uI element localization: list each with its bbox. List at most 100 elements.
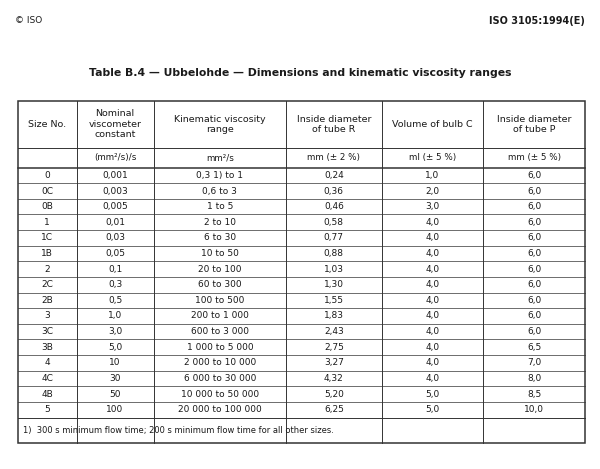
Text: 3C: 3C: [41, 327, 53, 336]
Text: Kinematic viscosity
range: Kinematic viscosity range: [174, 114, 266, 134]
Text: 6,0: 6,0: [527, 202, 541, 211]
Text: 5,0: 5,0: [108, 343, 122, 352]
Text: 3,27: 3,27: [324, 358, 344, 367]
Text: 4,0: 4,0: [425, 327, 440, 336]
Text: 8,5: 8,5: [527, 390, 541, 399]
Text: 6,0: 6,0: [527, 296, 541, 305]
Text: ISO 3105:1994(E): ISO 3105:1994(E): [489, 16, 585, 26]
Text: 2,43: 2,43: [324, 327, 344, 336]
Text: 0,1: 0,1: [108, 265, 122, 273]
Text: 20 000 to 100 000: 20 000 to 100 000: [178, 405, 262, 414]
Text: 0C: 0C: [41, 187, 53, 196]
Text: 4,0: 4,0: [425, 311, 440, 320]
Text: 0,5: 0,5: [108, 296, 122, 305]
Text: 1,0: 1,0: [108, 311, 122, 320]
Text: 6,0: 6,0: [527, 171, 541, 180]
Text: 4,0: 4,0: [425, 218, 440, 227]
Text: 4: 4: [44, 358, 50, 367]
Text: 0,46: 0,46: [324, 202, 344, 211]
Text: 2 to 10: 2 to 10: [204, 218, 236, 227]
Text: 3B: 3B: [41, 343, 53, 352]
Text: 3: 3: [44, 311, 50, 320]
Text: 1: 1: [44, 218, 50, 227]
Text: 6,25: 6,25: [324, 405, 344, 414]
Text: 4B: 4B: [41, 390, 53, 399]
Text: 0,6 to 3: 0,6 to 3: [202, 187, 237, 196]
Text: 4,0: 4,0: [425, 234, 440, 242]
Text: 10,0: 10,0: [524, 405, 544, 414]
Text: ml (± 5 %): ml (± 5 %): [409, 153, 456, 162]
Text: 0,003: 0,003: [102, 187, 128, 196]
Text: 1,30: 1,30: [324, 280, 344, 289]
Text: 100: 100: [106, 405, 124, 414]
Text: 0: 0: [44, 171, 50, 180]
Text: (mm²/s)/s: (mm²/s)/s: [94, 153, 136, 162]
Text: 10 to 50: 10 to 50: [201, 249, 239, 258]
Text: 4,0: 4,0: [425, 280, 440, 289]
Text: 1,0: 1,0: [425, 171, 440, 180]
Text: 5: 5: [44, 405, 50, 414]
Text: 0,03: 0,03: [105, 234, 125, 242]
Text: 0,58: 0,58: [324, 218, 344, 227]
Text: 2: 2: [44, 265, 50, 273]
Text: Size No.: Size No.: [28, 120, 67, 129]
Text: 7,0: 7,0: [527, 358, 541, 367]
Text: 2,0: 2,0: [425, 187, 440, 196]
Text: Inside diameter
of tube P: Inside diameter of tube P: [497, 114, 571, 134]
Text: 0,001: 0,001: [102, 171, 128, 180]
Text: 6 000 to 30 000: 6 000 to 30 000: [184, 374, 256, 383]
Text: 600 to 3 000: 600 to 3 000: [191, 327, 249, 336]
Text: 0,3 1) to 1: 0,3 1) to 1: [196, 171, 244, 180]
Text: 0,01: 0,01: [105, 218, 125, 227]
Text: mm²/s: mm²/s: [206, 153, 234, 162]
Text: 1 000 to 5 000: 1 000 to 5 000: [187, 343, 253, 352]
Text: 10 000 to 50 000: 10 000 to 50 000: [181, 390, 259, 399]
Text: Volume of bulb C: Volume of bulb C: [392, 120, 473, 129]
Text: 2 000 to 10 000: 2 000 to 10 000: [184, 358, 256, 367]
Text: 0,36: 0,36: [324, 187, 344, 196]
Text: 2C: 2C: [41, 280, 53, 289]
Text: 1C: 1C: [41, 234, 53, 242]
Text: 6,0: 6,0: [527, 265, 541, 273]
Text: 1)  300 s minimum flow time; 200 s minimum flow time for all other sizes.: 1) 300 s minimum flow time; 200 s minimu…: [23, 426, 334, 435]
Text: 0,3: 0,3: [108, 280, 122, 289]
Text: 0,88: 0,88: [324, 249, 344, 258]
Text: 4,32: 4,32: [324, 374, 344, 383]
Text: 1,03: 1,03: [324, 265, 344, 273]
Text: 4,0: 4,0: [425, 296, 440, 305]
Text: Inside diameter
of tube R: Inside diameter of tube R: [296, 114, 371, 134]
Text: 20 to 100: 20 to 100: [198, 265, 242, 273]
Text: 4,0: 4,0: [425, 374, 440, 383]
Text: 3,0: 3,0: [108, 327, 122, 336]
Text: 200 to 1 000: 200 to 1 000: [191, 311, 249, 320]
Text: 4,0: 4,0: [425, 265, 440, 273]
Text: 100 to 500: 100 to 500: [195, 296, 245, 305]
Text: 6,0: 6,0: [527, 218, 541, 227]
Text: 2,75: 2,75: [324, 343, 344, 352]
Text: 6 to 30: 6 to 30: [204, 234, 236, 242]
Text: 6,5: 6,5: [527, 343, 541, 352]
Text: 6,0: 6,0: [527, 311, 541, 320]
Text: 4,0: 4,0: [425, 358, 440, 367]
Text: 5,20: 5,20: [324, 390, 344, 399]
Text: 4,0: 4,0: [425, 249, 440, 258]
Text: 0,77: 0,77: [324, 234, 344, 242]
Text: 6,0: 6,0: [527, 327, 541, 336]
Text: 0,05: 0,05: [105, 249, 125, 258]
Text: 6,0: 6,0: [527, 187, 541, 196]
Text: 1B: 1B: [41, 249, 53, 258]
Text: 6,0: 6,0: [527, 249, 541, 258]
Text: 3,0: 3,0: [425, 202, 440, 211]
Text: 8,0: 8,0: [527, 374, 541, 383]
Text: 2B: 2B: [41, 296, 53, 305]
Text: mm (± 2 %): mm (± 2 %): [307, 153, 361, 162]
Text: 50: 50: [109, 390, 121, 399]
Text: 6,0: 6,0: [527, 280, 541, 289]
Text: 10: 10: [109, 358, 121, 367]
Text: mm (± 5 %): mm (± 5 %): [508, 153, 561, 162]
Text: 0B: 0B: [41, 202, 53, 211]
Text: 0,005: 0,005: [102, 202, 128, 211]
Text: 30: 30: [109, 374, 121, 383]
Text: 5,0: 5,0: [425, 390, 440, 399]
Text: 4C: 4C: [41, 374, 53, 383]
